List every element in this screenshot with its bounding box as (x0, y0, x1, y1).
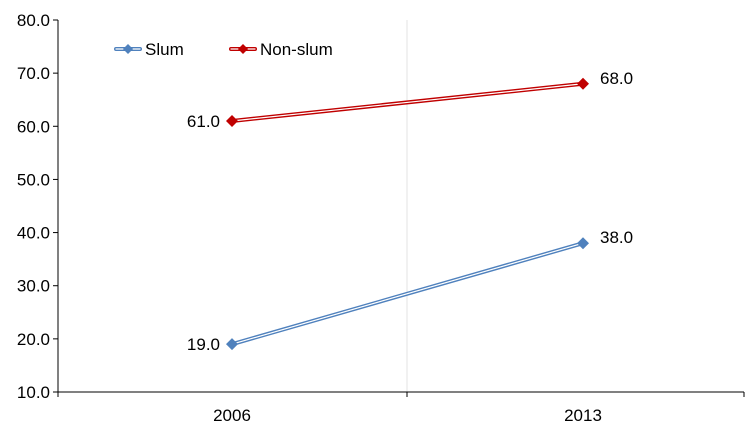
data-label: 19.0 (187, 335, 220, 354)
data-label: 61.0 (187, 112, 220, 131)
data-point-marker (226, 338, 238, 350)
data-label-layer: 19.0 38.0 61.0 68.0 (187, 69, 633, 354)
y-tick-label: 60.0 (17, 117, 50, 136)
data-point-marker (577, 237, 589, 249)
data-label: 38.0 (600, 228, 633, 247)
y-tick-label: 50.0 (17, 170, 50, 189)
y-tick-label: 40.0 (17, 224, 50, 243)
axis-layer: 10.0 20.0 30.0 40.0 50.0 60.0 70.0 80.0 2006 2013 (17, 11, 744, 424)
data-point-marker (226, 115, 238, 127)
y-tick-label: 10.0 (17, 383, 50, 402)
legend: Slum Non-slum (116, 40, 333, 59)
legend-marker (238, 44, 248, 54)
data-point-marker (577, 78, 589, 90)
x-tick-label: 2006 (213, 406, 251, 424)
data-label: 68.0 (600, 69, 633, 88)
y-tick-label: 70.0 (17, 64, 50, 83)
legend-label: Slum (145, 40, 184, 59)
x-tick-label: 2013 (564, 406, 602, 424)
legend-marker (123, 44, 133, 54)
y-tick-label: 20.0 (17, 330, 50, 349)
y-tick-label: 80.0 (17, 11, 50, 30)
y-tick-label: 30.0 (17, 277, 50, 296)
legend-label: Non-slum (260, 40, 333, 59)
